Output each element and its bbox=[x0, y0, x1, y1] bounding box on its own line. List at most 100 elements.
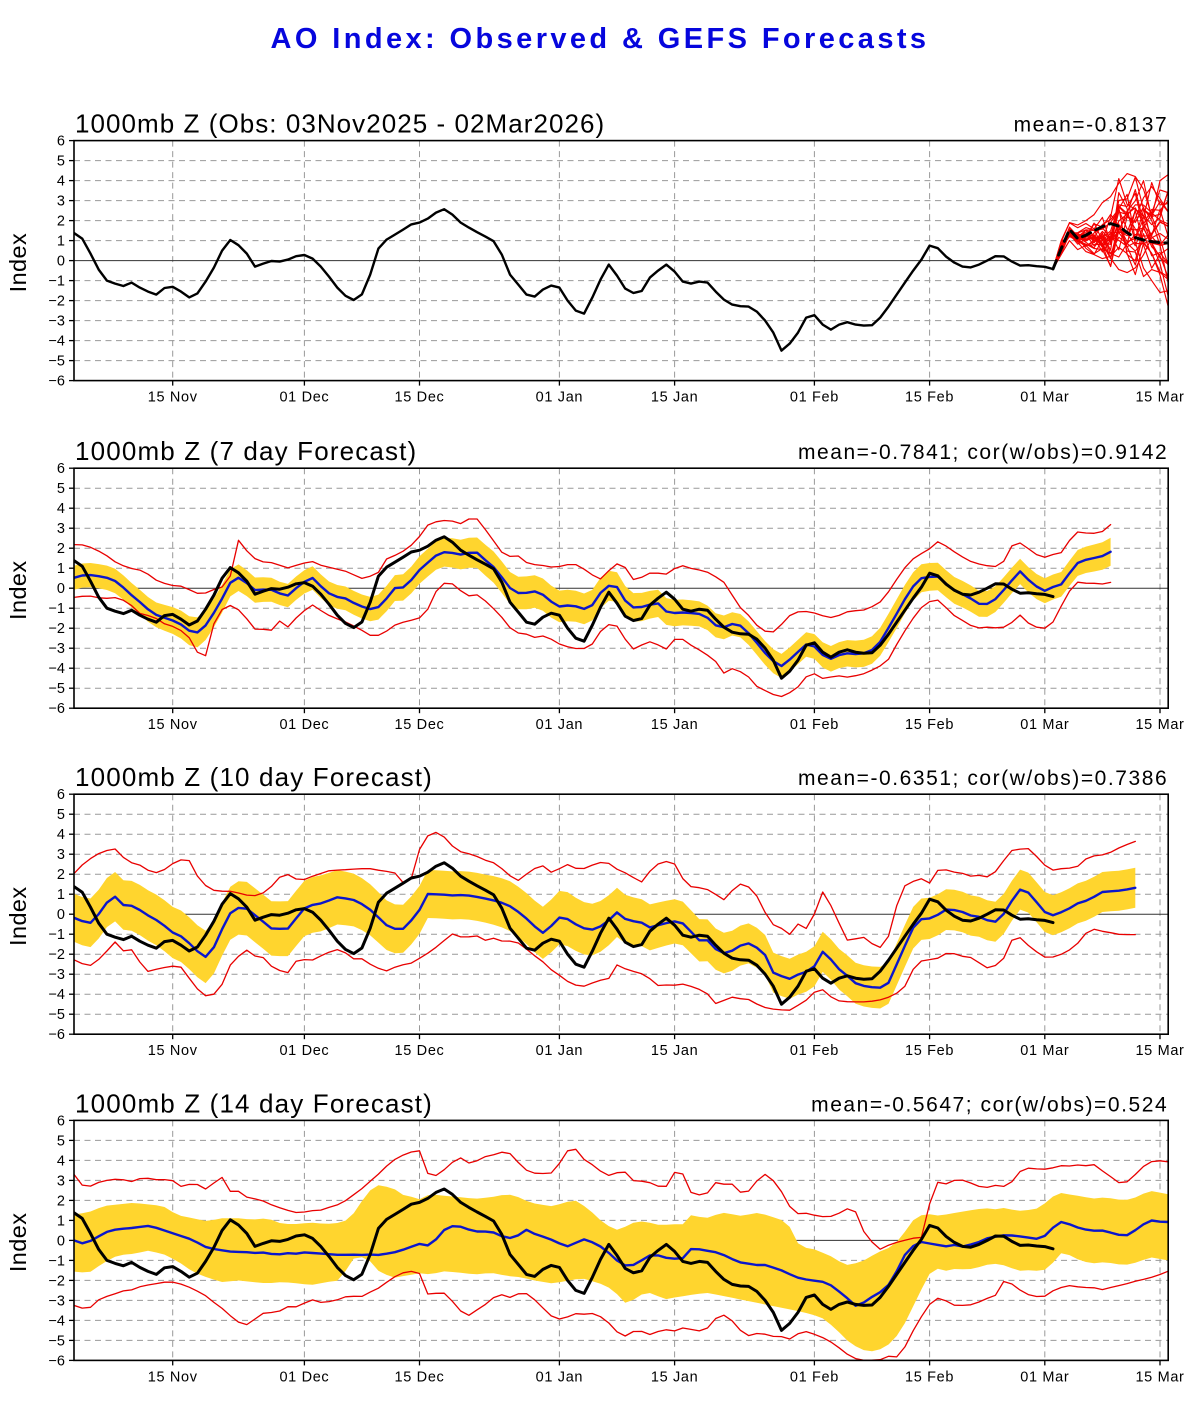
svg-text:−6: −6 bbox=[48, 1027, 65, 1043]
svg-text:Index: Index bbox=[5, 560, 31, 620]
svg-text:15 Feb: 15 Feb bbox=[905, 1043, 954, 1059]
svg-text:3: 3 bbox=[57, 194, 65, 210]
svg-text:4: 4 bbox=[57, 501, 65, 517]
svg-text:1000mb Z (10 day Forecast): 1000mb Z (10 day Forecast) bbox=[75, 762, 433, 792]
svg-text:01 Mar: 01 Mar bbox=[1020, 390, 1069, 406]
svg-text:5: 5 bbox=[57, 481, 65, 497]
svg-text:−5: −5 bbox=[48, 681, 65, 697]
svg-text:4: 4 bbox=[57, 1153, 65, 1169]
svg-text:−3: −3 bbox=[48, 641, 65, 657]
svg-text:−2: −2 bbox=[48, 947, 65, 963]
svg-text:01 Jan: 01 Jan bbox=[536, 390, 584, 406]
svg-text:01 Jan: 01 Jan bbox=[536, 1043, 584, 1059]
svg-text:−3: −3 bbox=[48, 1293, 65, 1309]
svg-text:−6: −6 bbox=[48, 1353, 65, 1369]
svg-text:1: 1 bbox=[57, 1213, 65, 1229]
svg-text:01 Jan: 01 Jan bbox=[536, 1369, 584, 1385]
svg-text:0: 0 bbox=[57, 907, 65, 923]
svg-text:01 Jan: 01 Jan bbox=[536, 717, 584, 733]
svg-text:1000mb Z (14 day Forecast): 1000mb Z (14 day Forecast) bbox=[75, 1088, 433, 1118]
svg-text:6: 6 bbox=[57, 1113, 65, 1129]
svg-text:2: 2 bbox=[57, 867, 65, 883]
svg-text:01 Mar: 01 Mar bbox=[1020, 1043, 1069, 1059]
svg-text:1: 1 bbox=[57, 887, 65, 903]
svg-text:2: 2 bbox=[57, 1193, 65, 1209]
svg-text:mean=-0.7841; cor(w/obs)=0.914: mean=-0.7841; cor(w/obs)=0.9142 bbox=[798, 441, 1168, 464]
svg-text:−1: −1 bbox=[48, 1253, 65, 1269]
svg-text:−1: −1 bbox=[48, 274, 65, 290]
svg-text:−5: −5 bbox=[48, 354, 65, 370]
svg-text:15 Dec: 15 Dec bbox=[395, 717, 445, 733]
svg-text:15 Jan: 15 Jan bbox=[651, 1043, 699, 1059]
svg-text:15 Mar: 15 Mar bbox=[1135, 390, 1184, 406]
svg-text:−5: −5 bbox=[48, 1007, 65, 1023]
svg-text:15 Dec: 15 Dec bbox=[395, 390, 445, 406]
svg-text:01 Feb: 01 Feb bbox=[790, 390, 839, 406]
svg-text:3: 3 bbox=[57, 847, 65, 863]
svg-text:0: 0 bbox=[57, 254, 65, 270]
svg-text:−1: −1 bbox=[48, 601, 65, 617]
svg-text:15 Nov: 15 Nov bbox=[148, 717, 198, 733]
svg-text:4: 4 bbox=[57, 174, 65, 190]
svg-text:−1: −1 bbox=[48, 927, 65, 943]
svg-text:Index: Index bbox=[5, 886, 31, 946]
svg-text:mean=-0.5647; cor(w/obs)=0.524: mean=-0.5647; cor(w/obs)=0.524 bbox=[811, 1093, 1168, 1116]
svg-text:15 Feb: 15 Feb bbox=[905, 1369, 954, 1385]
svg-text:15 Feb: 15 Feb bbox=[905, 390, 954, 406]
svg-text:1: 1 bbox=[57, 234, 65, 250]
svg-text:01 Dec: 01 Dec bbox=[279, 717, 329, 733]
svg-text:4: 4 bbox=[57, 827, 65, 843]
svg-text:15 Nov: 15 Nov bbox=[148, 1369, 198, 1385]
svg-text:−5: −5 bbox=[48, 1333, 65, 1349]
svg-text:0: 0 bbox=[57, 581, 65, 597]
svg-text:15 Feb: 15 Feb bbox=[905, 717, 954, 733]
svg-text:01 Feb: 01 Feb bbox=[790, 717, 839, 733]
svg-text:15 Mar: 15 Mar bbox=[1135, 717, 1184, 733]
svg-text:2: 2 bbox=[57, 214, 65, 230]
svg-text:1: 1 bbox=[57, 561, 65, 577]
svg-text:01 Mar: 01 Mar bbox=[1020, 1369, 1069, 1385]
svg-text:−4: −4 bbox=[48, 987, 65, 1003]
svg-text:15 Jan: 15 Jan bbox=[651, 1369, 699, 1385]
svg-text:Index: Index bbox=[5, 1213, 31, 1273]
svg-text:01 Feb: 01 Feb bbox=[790, 1043, 839, 1059]
svg-text:6: 6 bbox=[57, 461, 65, 477]
svg-text:15 Nov: 15 Nov bbox=[148, 1043, 198, 1059]
svg-text:01 Dec: 01 Dec bbox=[279, 1369, 329, 1385]
svg-text:−4: −4 bbox=[48, 1313, 65, 1329]
svg-text:−4: −4 bbox=[48, 661, 65, 677]
svg-text:01 Dec: 01 Dec bbox=[279, 1043, 329, 1059]
svg-text:01 Mar: 01 Mar bbox=[1020, 717, 1069, 733]
svg-text:−6: −6 bbox=[48, 701, 65, 717]
svg-text:6: 6 bbox=[57, 787, 65, 803]
svg-text:5: 5 bbox=[57, 154, 65, 170]
svg-text:−6: −6 bbox=[48, 374, 65, 390]
svg-text:−2: −2 bbox=[48, 1273, 65, 1289]
svg-text:2: 2 bbox=[57, 541, 65, 557]
svg-text:15 Mar: 15 Mar bbox=[1135, 1043, 1184, 1059]
svg-text:15 Dec: 15 Dec bbox=[395, 1369, 445, 1385]
svg-text:1000mb Z (7 day Forecast): 1000mb Z (7 day Forecast) bbox=[75, 436, 417, 466]
svg-text:15 Mar: 15 Mar bbox=[1135, 1369, 1184, 1385]
svg-text:01 Feb: 01 Feb bbox=[790, 1369, 839, 1385]
svg-text:mean=-0.6351; cor(w/obs)=0.738: mean=-0.6351; cor(w/obs)=0.7386 bbox=[798, 767, 1168, 790]
svg-text:−2: −2 bbox=[48, 621, 65, 637]
svg-text:15 Jan: 15 Jan bbox=[651, 717, 699, 733]
svg-text:Index: Index bbox=[5, 233, 31, 293]
svg-text:15 Dec: 15 Dec bbox=[395, 1043, 445, 1059]
svg-text:01 Dec: 01 Dec bbox=[279, 390, 329, 406]
svg-text:−2: −2 bbox=[48, 294, 65, 310]
svg-text:−4: −4 bbox=[48, 334, 65, 350]
svg-text:−3: −3 bbox=[48, 314, 65, 330]
svg-text:5: 5 bbox=[57, 1133, 65, 1149]
svg-text:AO Index: Observed & GEFS Fore: AO Index: Observed & GEFS Forecasts bbox=[271, 23, 930, 55]
svg-text:5: 5 bbox=[57, 807, 65, 823]
svg-text:mean=-0.8137: mean=-0.8137 bbox=[1014, 114, 1169, 137]
svg-text:−3: −3 bbox=[48, 967, 65, 983]
svg-text:6: 6 bbox=[57, 134, 65, 150]
svg-text:15 Nov: 15 Nov bbox=[148, 390, 198, 406]
svg-text:0: 0 bbox=[57, 1233, 65, 1249]
svg-text:3: 3 bbox=[57, 521, 65, 537]
svg-text:1000mb Z (Obs: 03Nov2025 - 02M: 1000mb Z (Obs: 03Nov2025 - 02Mar2026) bbox=[75, 109, 605, 139]
svg-text:3: 3 bbox=[57, 1173, 65, 1189]
